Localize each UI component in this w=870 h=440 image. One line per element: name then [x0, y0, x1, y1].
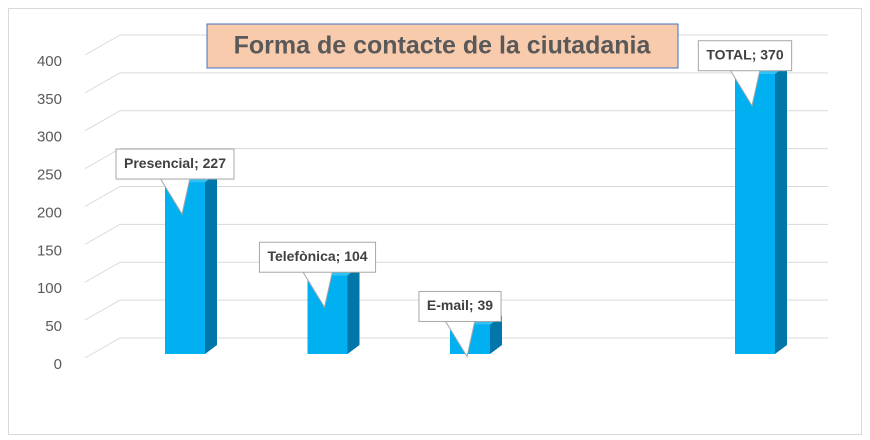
y-tick-label: 50 [45, 318, 62, 335]
grid-line [84, 72, 828, 94]
y-tick-label: 400 [37, 53, 62, 70]
y-tick-label: 200 [37, 204, 62, 221]
grid: 0 50 100 150 200 250 300 350 400 [37, 34, 828, 373]
label-box [115, 148, 235, 180]
y-tick-label: 350 [37, 91, 62, 108]
data-labels: Presencial; 227 Telefònica; 104 E-mail; 39… [115, 40, 793, 358]
y-tick-label: 250 [37, 167, 62, 184]
bar-side [490, 315, 502, 354]
grid-line [84, 261, 828, 283]
data-label-text: TOTAL; 370 [706, 46, 783, 62]
bar [165, 182, 205, 354]
bar-side [347, 266, 360, 354]
data-label: E-mail; 39 [418, 290, 502, 358]
chart-frame [8, 8, 862, 435]
data-label: Presencial; 227 [115, 148, 235, 216]
label-box [258, 241, 377, 273]
data-label: Telefònica; 104 [258, 241, 377, 309]
bar-side [775, 64, 787, 354]
data-label-text: E-mail; 39 [427, 297, 493, 313]
y-tick-label: 150 [37, 242, 62, 259]
chart-title: Forma de contacte de la ciutadania [234, 32, 652, 60]
title-box [206, 23, 679, 69]
grid-line [84, 186, 828, 207]
bar-side [205, 173, 217, 354]
data-label: TOTAL; 370 [697, 40, 793, 108]
y-tick-label: 100 [37, 280, 62, 297]
y-tick-label: 0 [54, 356, 62, 373]
grid-line [84, 110, 828, 132]
grid-line [84, 337, 828, 359]
label-box [697, 40, 793, 72]
grid-line [84, 223, 828, 245]
data-label-text: Telefònica; 104 [267, 248, 367, 264]
bar [735, 73, 775, 354]
y-tick-label: 300 [37, 129, 62, 146]
data-label-text: Presencial; 227 [124, 155, 226, 171]
label-box [418, 290, 502, 322]
grid-line [84, 299, 828, 321]
